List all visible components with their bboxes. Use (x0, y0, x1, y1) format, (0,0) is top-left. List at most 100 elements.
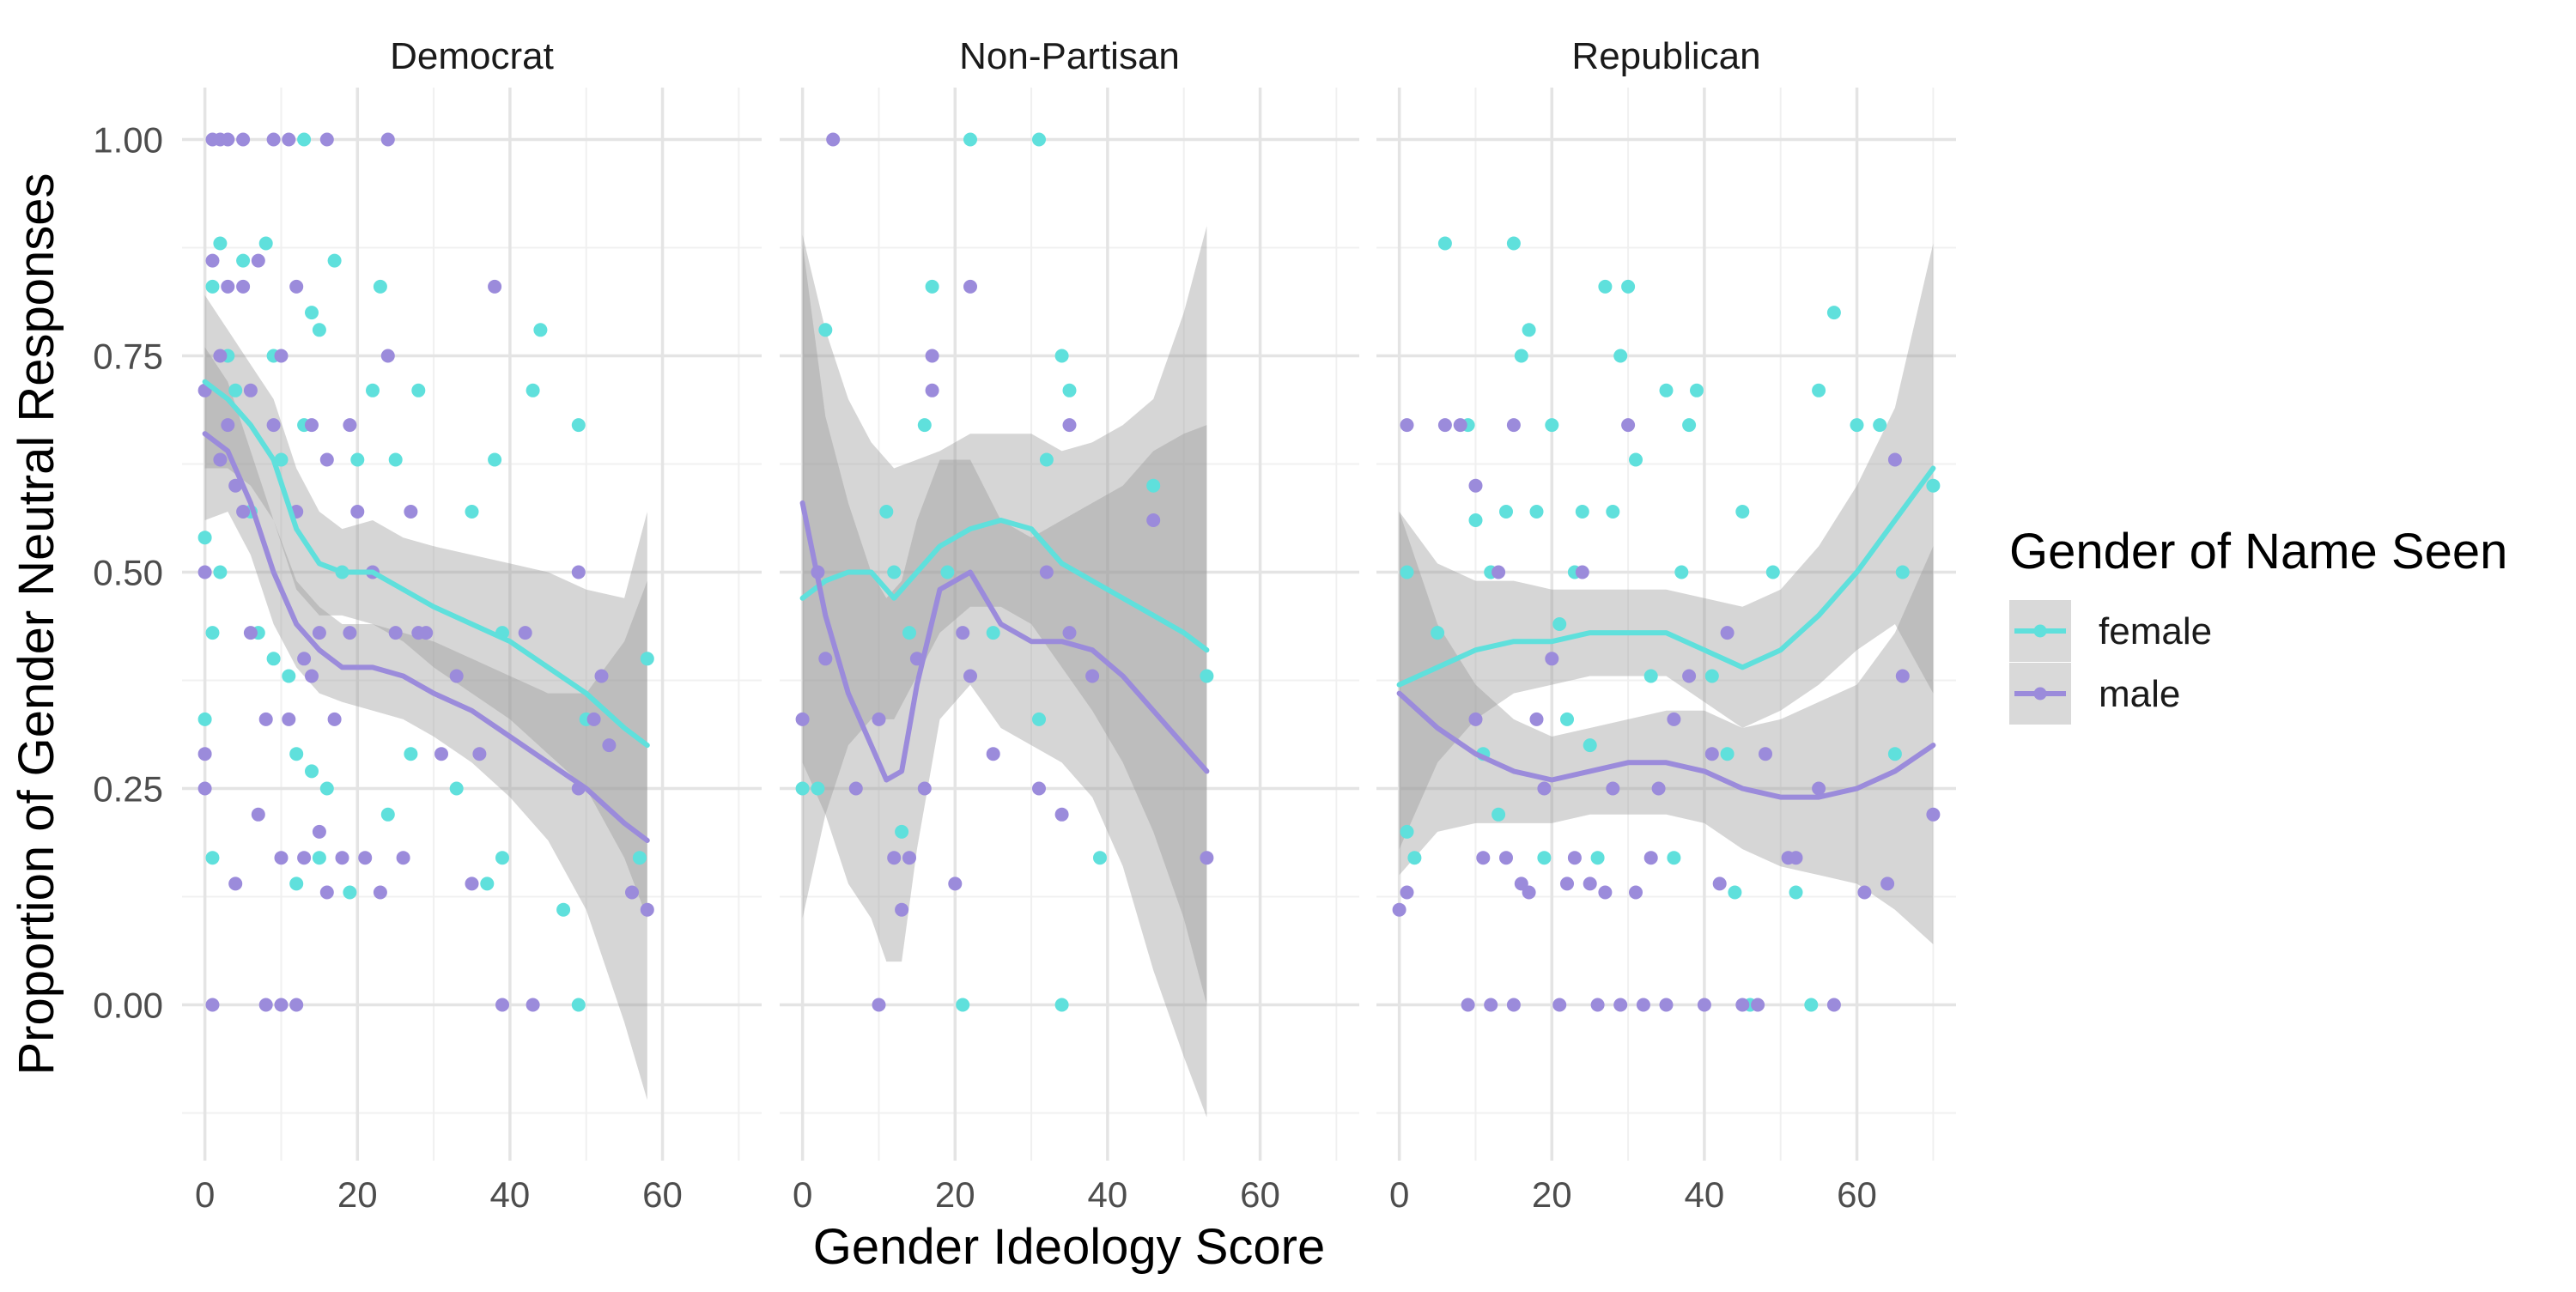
data-point-male (228, 876, 243, 891)
data-point-male (358, 851, 373, 865)
data-point-male (1437, 418, 1452, 433)
data-point-female (925, 279, 939, 294)
label-layer: Democrat Non-Partisan Republican Gender … (9, 35, 1877, 1275)
x-tick-label: 40 (1685, 1174, 1725, 1215)
data-point-female (1704, 669, 1719, 683)
data-point-female (305, 764, 319, 779)
data-point-female (1575, 505, 1589, 519)
data-point-male (1461, 998, 1475, 1012)
data-point-male (1453, 418, 1467, 433)
y-tick-label: 1.00 (93, 119, 163, 160)
data-point-female (289, 747, 304, 761)
data-point-male (419, 626, 434, 640)
data-point-male (205, 253, 220, 268)
data-point-male (236, 505, 251, 519)
data-point-female (526, 383, 540, 397)
panel-title-republican: Republican (1571, 35, 1760, 77)
data-point-male (625, 885, 639, 900)
x-tick-label: 0 (1389, 1174, 1409, 1215)
data-point-female (571, 998, 586, 1012)
data-point-male (1062, 418, 1077, 433)
data-point-female (1583, 738, 1597, 753)
data-point-male (1039, 565, 1054, 579)
data-point-male (343, 626, 357, 640)
data-point-female (1621, 279, 1636, 294)
data-point-male (1468, 478, 1483, 493)
data-point-female (1895, 565, 1910, 579)
data-point-male (902, 851, 916, 865)
data-point-male (297, 851, 312, 865)
x-tick-label: 60 (1837, 1174, 1877, 1215)
data-point-male (221, 132, 235, 147)
data-point-male (1499, 851, 1513, 865)
panel-title-non-partisan: Non-Partisan (959, 35, 1180, 77)
data-point-male (1468, 712, 1483, 726)
data-point-male (305, 669, 319, 683)
data-point-female (1492, 807, 1506, 822)
data-point-female (388, 452, 403, 467)
data-point-female (895, 824, 909, 839)
data-point-male (518, 626, 532, 640)
data-point-female (1039, 452, 1054, 467)
data-point-female (404, 747, 418, 761)
data-point-male (895, 902, 909, 917)
data-point-male (1575, 565, 1589, 579)
data-point-male (1659, 998, 1674, 1012)
data-point-male (319, 132, 334, 147)
data-point-female (1200, 669, 1214, 683)
data-point-female (1514, 349, 1528, 363)
data-point-male (380, 132, 395, 147)
data-point-female (1499, 505, 1513, 519)
data-point-male (258, 998, 273, 1012)
data-point-female (1606, 505, 1620, 519)
data-point-male (312, 824, 326, 839)
data-point-female (1613, 349, 1628, 363)
data-point-male (925, 349, 939, 363)
data-point-male (1880, 876, 1895, 891)
data-point-female (1093, 851, 1107, 865)
data-point-male (495, 998, 509, 1012)
data-point-male (1552, 998, 1567, 1012)
confidence-band-female (1399, 243, 1934, 850)
data-point-female (963, 132, 977, 147)
x-tick-label: 60 (1240, 1174, 1280, 1215)
data-point-female (205, 851, 220, 865)
data-point-male (1054, 807, 1069, 822)
data-point-male (1613, 998, 1628, 1012)
x-axis-title: Gender Ideology Score (813, 1219, 1325, 1275)
y-tick-label: 0.75 (93, 337, 163, 377)
data-point-female (1926, 478, 1941, 493)
data-point-male (221, 279, 235, 294)
data-point-male (305, 418, 319, 433)
data-point-female (1789, 885, 1803, 900)
data-point-male (1812, 781, 1826, 796)
data-point-male (1545, 652, 1559, 666)
data-point-female (1804, 998, 1819, 1012)
line-layer (202, 379, 1936, 843)
data-point-male (1720, 626, 1735, 640)
data-point-female (917, 418, 932, 433)
data-point-male (350, 505, 365, 519)
y-tick-label: 0.25 (93, 769, 163, 810)
data-point-female (879, 505, 894, 519)
data-point-male (274, 349, 289, 363)
data-point-female (1437, 236, 1452, 251)
data-point-female (312, 323, 326, 337)
data-point-male (1560, 876, 1574, 891)
legend-key-point (2033, 687, 2047, 701)
data-point-female (1720, 747, 1735, 761)
data-point-female (205, 279, 220, 294)
data-point-male (848, 781, 863, 796)
data-point-male (197, 747, 212, 761)
data-point-female (213, 236, 228, 251)
data-point-male (1529, 712, 1544, 726)
data-point-male (1392, 902, 1406, 917)
data-point-male (963, 669, 977, 683)
data-point-male (795, 712, 810, 726)
data-point-female (1552, 617, 1567, 631)
legend: Gender of Name Seen female male (2009, 524, 2507, 725)
data-point-male (465, 876, 479, 891)
data-point-female (319, 781, 334, 796)
data-point-female (1032, 132, 1046, 147)
